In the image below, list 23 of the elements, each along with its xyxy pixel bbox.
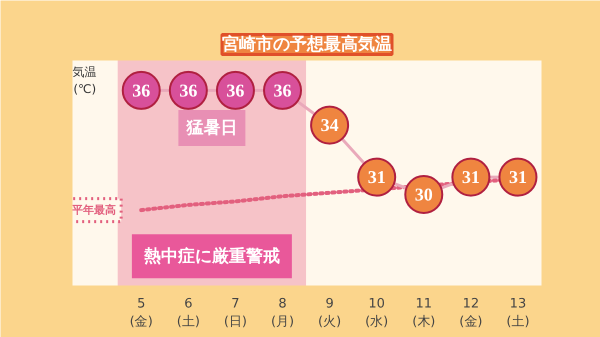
data-label: 31 <box>508 167 527 188</box>
x-tick-label: 12 (金) <box>459 296 482 330</box>
x-tick-label: 9 (火) <box>318 296 342 330</box>
chart-title: 宮崎市の予想最高気温 <box>222 34 392 54</box>
data-label: 36 <box>226 80 244 100</box>
data-label: 36 <box>132 80 150 100</box>
y-axis-title: 気温 (℃) <box>72 65 97 96</box>
data-label: 30 <box>414 184 433 204</box>
band-label: 猛暑日 <box>185 118 238 138</box>
data-label: 31 <box>368 167 386 188</box>
x-tick-label: 13 (土) <box>506 296 530 330</box>
data-label: 36 <box>179 80 198 100</box>
data-label: 36 <box>274 80 292 100</box>
x-tick-label: 7 (日) <box>224 296 248 330</box>
data-label: 31 <box>462 167 480 188</box>
data-label: 34 <box>320 115 339 136</box>
x-tick-label: 5 (金) <box>130 296 153 330</box>
text: 熱中症に厳重警戒 <box>142 246 280 266</box>
x-tick-label: 10 (水) <box>365 296 388 330</box>
x-tick-label: 6 (土) <box>176 296 200 330</box>
x-tick-label: 11 (木) <box>412 296 436 330</box>
text: 平年最高 <box>71 204 116 217</box>
x-tick-label: 8 (月) <box>270 296 294 330</box>
